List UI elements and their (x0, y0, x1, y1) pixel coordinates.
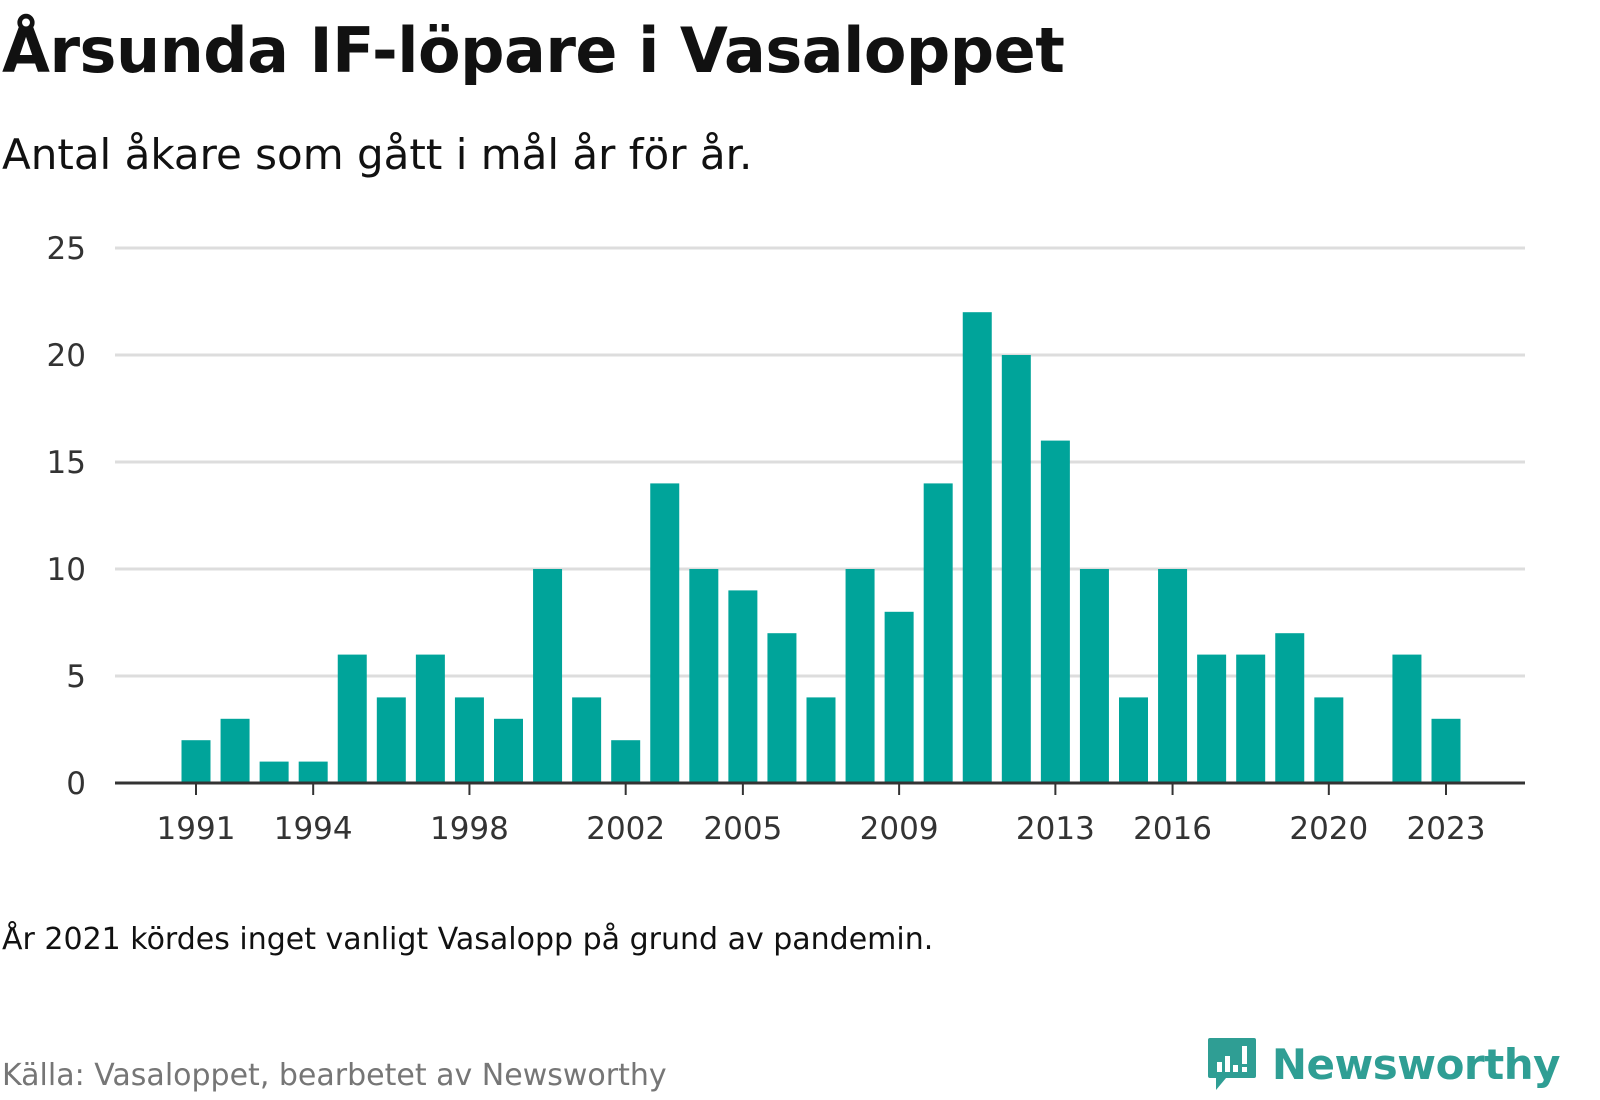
bar-2017 (1197, 654, 1227, 783)
bar-1991 (181, 740, 211, 783)
x-tick-label: 1994 (274, 811, 353, 847)
bar-2023 (1431, 718, 1461, 783)
bar-2007 (806, 697, 836, 783)
y-tick-label: 20 (47, 338, 86, 374)
bar-2020 (1314, 697, 1344, 783)
bar-2003 (650, 483, 680, 783)
bar-2018 (1236, 654, 1266, 783)
bar-2008 (845, 569, 875, 783)
newsworthy-logo-icon (1207, 1038, 1256, 1090)
bar-2012 (1001, 355, 1031, 783)
bar-2000 (533, 569, 563, 783)
y-tick-label: 15 (47, 445, 86, 481)
y-tick-label: 5 (66, 659, 86, 695)
bar-2015 (1119, 697, 1148, 783)
chart-title: Årsunda IF-löpare i Vasaloppet (2, 14, 1065, 87)
chart-note: År 2021 kördes inget vanligt Vasalopp på… (2, 922, 934, 957)
x-tick-label: 1991 (157, 811, 236, 847)
bar-2014 (1079, 569, 1109, 783)
x-tick-label: 2009 (860, 811, 939, 847)
bar-2013 (1040, 440, 1070, 783)
x-tick-label: 2005 (703, 811, 782, 847)
chart-subtitle: Antal åkare som gått i mål år för år. (2, 130, 753, 179)
bar-2016 (1158, 569, 1188, 783)
x-tick-label: 2016 (1133, 811, 1212, 847)
y-tick-label: 0 (66, 766, 86, 802)
bar-2002 (611, 740, 641, 783)
bar-1992 (220, 718, 250, 783)
bar-chart: 0 5 10 15 20 25 1991 1994 1998 2002 2005 2009 2013 20… (47, 231, 1525, 847)
x-tick-label: 1998 (430, 811, 509, 847)
bar-1995 (337, 654, 367, 783)
bar-2010 (923, 483, 953, 783)
y-tick-label: 10 (47, 552, 86, 588)
x-tick-label: 2002 (586, 811, 665, 847)
y-tick-label: 25 (47, 231, 86, 267)
bar-1999 (494, 718, 523, 783)
bar-1993 (259, 761, 289, 783)
brand-name: Newsworthy (1271, 1039, 1561, 1089)
bar-1994 (298, 761, 328, 783)
bar-2011 (962, 312, 992, 783)
gridlines (115, 246, 1525, 678)
bar-1998 (454, 697, 484, 783)
brand-logo: Newsworthy (1206, 1036, 1561, 1092)
bar-2009 (884, 611, 914, 783)
bar-1997 (415, 654, 445, 783)
bar-2022 (1392, 654, 1422, 783)
bar-2006 (767, 633, 797, 783)
source-credit: Källa: Vasaloppet, bearbetet av Newswort… (2, 1058, 667, 1093)
bar-2001 (572, 697, 602, 783)
axes: 0 5 10 15 20 25 1991 1994 1998 2002 2005 2009 2013 20… (47, 231, 1525, 847)
bar-1996 (376, 697, 406, 783)
bar-2004 (689, 569, 719, 783)
x-tick-label: 2013 (1016, 811, 1095, 847)
bars (181, 312, 1461, 783)
x-tick-label: 2020 (1289, 811, 1368, 847)
bar-2019 (1275, 633, 1305, 783)
bar-2005 (728, 590, 758, 783)
x-tick-label: 2023 (1407, 811, 1486, 847)
